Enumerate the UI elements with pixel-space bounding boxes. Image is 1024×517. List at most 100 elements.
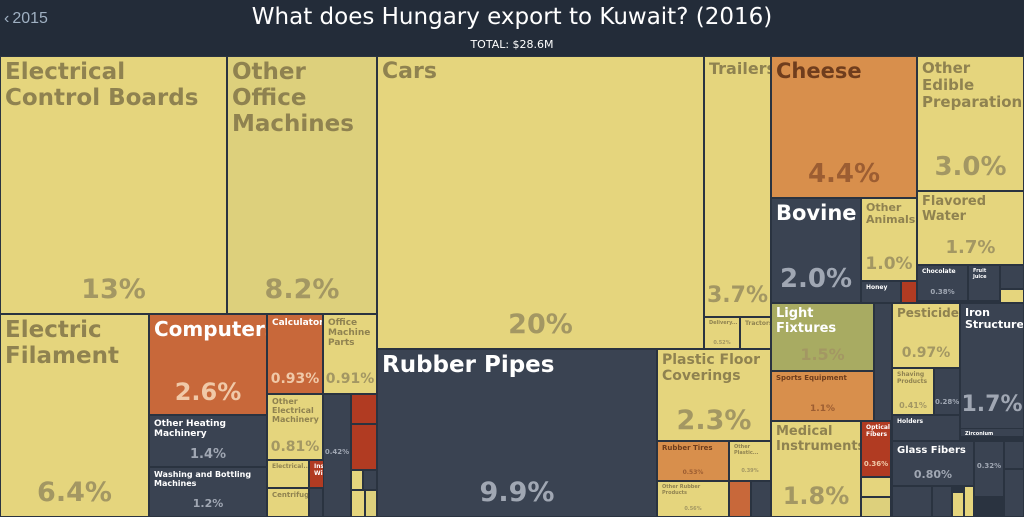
- tile-small-19[interactable]: [1004, 441, 1024, 469]
- tile-bovine[interactable]: Bovine 2.0%: [771, 198, 861, 303]
- tile-flavored-water[interactable]: Flavored Water 1.7%: [917, 191, 1024, 265]
- tile-pesticides[interactable]: Pesticides 0.97%: [892, 303, 960, 368]
- tile-small-14[interactable]: [861, 497, 891, 517]
- tile-plastic-floor-coverings[interactable]: Plastic Floor Coverings 2.3%: [657, 349, 771, 441]
- tile-small-10[interactable]: [901, 281, 917, 303]
- tile-share: 0.56%: [684, 506, 702, 512]
- tile-small-9[interactable]: [874, 303, 892, 421]
- tile-other-electrical-machinery[interactable]: Other Electrical Machinery 0.81%: [267, 394, 323, 460]
- tile-label: Light Fixtures: [776, 306, 837, 336]
- tile-other-rubber-products[interactable]: Other Rubber Products 0.56%: [657, 481, 729, 517]
- tile-share: 0.80%: [913, 468, 953, 481]
- tile-small-0[interactable]: [351, 394, 377, 424]
- tile-share: 2.0%: [779, 264, 853, 294]
- tile-small-8[interactable]: [751, 481, 771, 517]
- tile-holders[interactable]: Holders: [892, 415, 960, 441]
- tile-other-heating-machinery[interactable]: Other Heating Machinery 1.4%: [149, 415, 267, 467]
- tile-small-1[interactable]: [351, 424, 377, 470]
- tile-small-4[interactable]: [351, 490, 365, 517]
- tile-label: Other Heating Machinery: [154, 419, 226, 440]
- tile-small-13[interactable]: [861, 477, 891, 497]
- tile-cars[interactable]: Cars 20%: [377, 56, 704, 349]
- tile-small-11[interactable]: [1000, 265, 1024, 289]
- tile-medical-instruments[interactable]: Medical Instruments 1.8%: [771, 421, 861, 517]
- tile-label: Sports Equipment: [776, 374, 847, 382]
- tile-electric-filament[interactable]: Electric Filament 6.4%: [0, 314, 149, 517]
- tile-small-18[interactable]: [964, 486, 974, 517]
- treemap: Electrical Control Boards 13% Other Office…: [0, 56, 1024, 517]
- tile-share: 2.3%: [676, 405, 752, 436]
- tile-share: 0.28%: [935, 398, 960, 406]
- tile-share: 8.2%: [264, 274, 340, 305]
- tile-small-12[interactable]: [1000, 289, 1024, 303]
- tile-other-edible-preparations[interactable]: Other Edible Preparations 3.0%: [917, 56, 1024, 191]
- tile-small-2[interactable]: [351, 470, 363, 490]
- tile-share: 0.39%: [741, 468, 759, 474]
- tile-small-7[interactable]: [729, 481, 751, 517]
- tile-zirconium[interactable]: Zirconium: [960, 428, 1024, 437]
- tile-label: Shaving Products: [897, 371, 928, 385]
- tile-label: Electrical Control Boards: [5, 59, 199, 111]
- tile-small-16[interactable]: [932, 486, 952, 517]
- tile-honey[interactable]: Honey: [861, 281, 901, 303]
- tile-delivery[interactable]: Delivery... 0.52%: [704, 317, 740, 349]
- tile-share: 1.8%: [782, 482, 850, 510]
- tile-label: Zirconium: [965, 431, 994, 437]
- tile-share: 0.93%: [270, 371, 320, 387]
- tile-share: 0.81%: [270, 439, 320, 455]
- tile-light-fixtures[interactable]: Light Fixtures 1.5%: [771, 303, 874, 371]
- tile-centrifuges[interactable]: Centrifuges: [267, 488, 309, 517]
- tile-electrical-control-boards[interactable]: Electrical Control Boards 13%: [0, 56, 227, 314]
- tile-other-animals[interactable]: Other Animals 1.0%: [861, 198, 917, 281]
- tile-item-12[interactable]: 0.42%: [323, 394, 351, 517]
- tile-small-15[interactable]: [892, 486, 932, 517]
- tile-label: Other Rubber Products: [662, 484, 701, 496]
- tile-label: Rubber Tires: [662, 444, 713, 452]
- tile-washing-and-bottling-machines[interactable]: Washing and Bottling Machines 1.2%: [149, 467, 267, 517]
- tile-trailers[interactable]: Trailers 3.7%: [704, 56, 771, 317]
- tile-share: 0.42%: [324, 448, 350, 456]
- tile-label: Flavored Water: [922, 194, 987, 224]
- tile-share: 1.7%: [961, 392, 1023, 417]
- tile-label: Honey: [866, 284, 888, 291]
- back-year-button[interactable]: ‹ 2015: [4, 10, 48, 28]
- back-year-label: 2015: [12, 10, 48, 27]
- tile-small-6[interactable]: [309, 488, 323, 517]
- tile-share: 1.5%: [800, 345, 845, 364]
- tile-label: Rubber Pipes: [382, 352, 555, 378]
- tile-share: 9.9%: [479, 477, 555, 508]
- tile-label: Electrical...: [272, 463, 309, 470]
- page-title: What does Hungary export to Kuwait? (201…: [251, 4, 773, 30]
- tile-rubber-pipes[interactable]: Rubber Pipes 9.9%: [377, 349, 657, 517]
- tile-share: 0.32%: [976, 462, 1002, 470]
- tile-sports-equipment[interactable]: Sports Equipment 1.1%: [771, 371, 874, 421]
- tile-tractors[interactable]: Tractors: [740, 317, 771, 349]
- tile-office-machine-parts[interactable]: Office Machine Parts 0.91%: [323, 314, 377, 394]
- tile-share: 1.1%: [810, 404, 835, 414]
- tile-other-plastic[interactable]: Other Plastic... 0.39%: [729, 441, 771, 481]
- tile-rubber-tires[interactable]: Rubber Tires 0.53%: [657, 441, 729, 481]
- tile-iron-structures[interactable]: Iron Structures 1.7%: [960, 303, 1024, 436]
- tile-chocolate[interactable]: Chocolate 0.38%: [917, 265, 968, 301]
- tile-share: 3.7%: [706, 283, 768, 308]
- tile-label: Pesticides: [897, 306, 960, 320]
- tile-item-34[interactable]: 0.28%: [934, 368, 960, 415]
- tile-cheese[interactable]: Cheese 4.4%: [771, 56, 917, 198]
- tile-electrical[interactable]: Electrical...: [267, 460, 309, 488]
- tile-computers[interactable]: Computers 2.6%: [149, 314, 267, 415]
- tile-optical-fibers[interactable]: Optical Fibers 0.36%: [861, 421, 891, 477]
- tile-small-3[interactable]: [363, 470, 377, 490]
- tile-small-5[interactable]: [365, 490, 377, 517]
- tile-glass-fibers[interactable]: Glass Fibers 0.80%: [892, 441, 974, 486]
- tile-small-20[interactable]: [1004, 469, 1024, 517]
- tile-other-office-machines[interactable]: Other Office Machines 8.2%: [227, 56, 377, 314]
- tile-label: Trailers: [709, 59, 771, 78]
- tile-label: Electric Filament: [5, 317, 119, 369]
- tile-calculators[interactable]: Calculators 0.93%: [267, 314, 323, 394]
- tile-fruit-juice[interactable]: Fruit Juice: [968, 265, 1000, 301]
- tile-item-41[interactable]: 0.32%: [974, 441, 1004, 497]
- tile-small-17[interactable]: [952, 492, 964, 517]
- tile-shaving-products[interactable]: Shaving Products 0.41%: [892, 368, 934, 415]
- tile-label: Bovine: [776, 201, 857, 225]
- tile-share: 0.36%: [863, 460, 889, 468]
